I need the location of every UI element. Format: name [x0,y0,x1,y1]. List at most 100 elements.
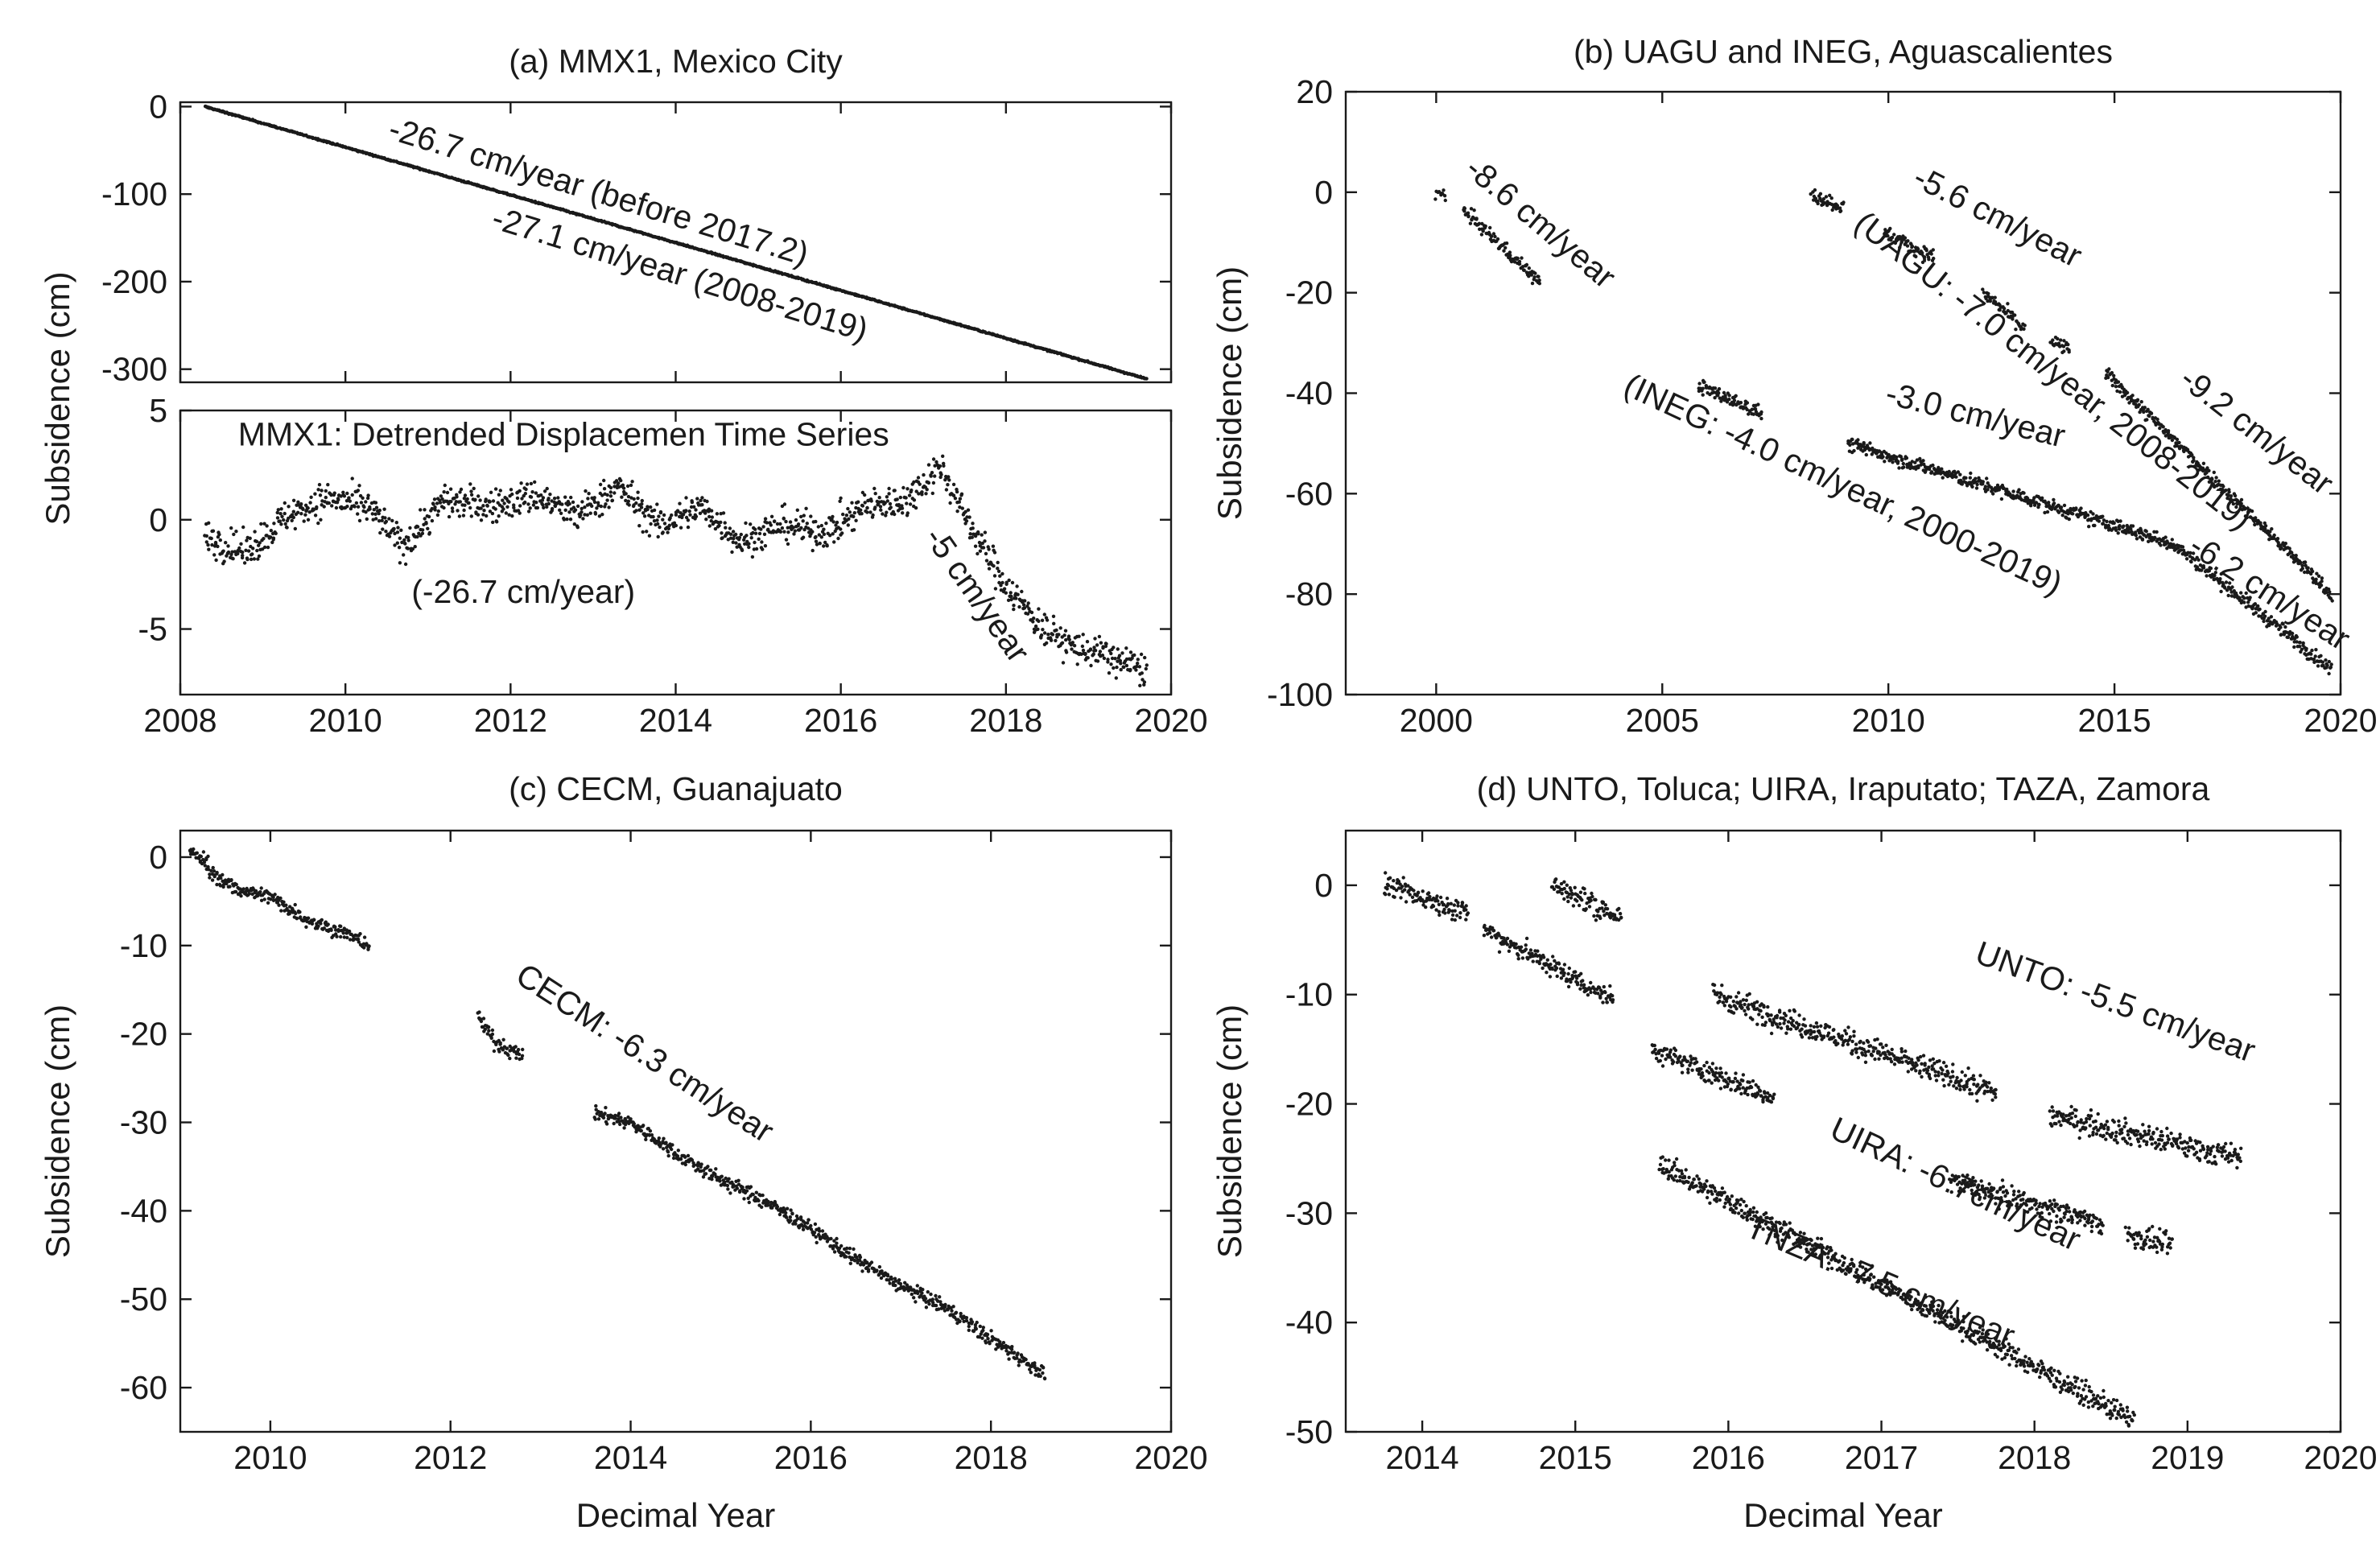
data-point [1974,486,1979,490]
data-point [1838,206,1842,210]
data-point [2148,533,2152,537]
y-tick-label: -60 [1285,475,1333,512]
data-point [481,513,485,517]
data-point [617,481,621,485]
data-point [318,493,323,497]
data-point [930,491,935,496]
data-point [1981,287,1985,291]
data-point [311,918,316,922]
data-point [989,1329,993,1333]
data-point [534,491,538,495]
data-point [959,1311,963,1316]
data-point [809,1223,813,1228]
data-point [1916,465,1920,470]
data-point [971,522,975,526]
data-point [912,498,917,502]
data-point [1530,281,1535,286]
data-point [530,490,534,494]
data-point [476,513,481,517]
data-point [354,501,359,505]
data-point [2149,411,2153,415]
data-point [898,495,903,500]
data-point [442,505,446,510]
data-point [600,493,604,497]
data-point [435,501,439,505]
data-point [1481,229,1485,233]
data-point [1901,461,1905,466]
data-point [760,1205,764,1210]
data-point [462,508,466,513]
data-point [2116,380,2121,384]
data-point [1862,442,1866,446]
data-point [793,529,797,533]
data-point [753,540,757,545]
data-point [485,513,489,518]
data-point [1081,648,1086,653]
data-point [674,523,679,528]
data-point [242,561,247,565]
data-point [507,513,511,517]
data-point [2079,506,2083,510]
data-point [1046,633,1050,637]
data-point [512,505,516,509]
data-point [2188,551,2192,555]
data-point [528,506,532,510]
data-point [840,531,844,535]
data-point [596,1117,601,1121]
data-point [820,1229,825,1233]
data-point [266,901,270,905]
data-point [679,1157,683,1161]
x-tick-label: 2015 [2077,702,2151,739]
data-point [1848,443,1852,447]
data-point [573,508,578,512]
data-point [1508,254,1512,258]
data-point [838,499,842,503]
data-point [252,557,257,561]
data-point [1864,452,1868,457]
data-point [1986,481,1990,485]
data-point [728,526,732,530]
data-point [938,464,943,468]
data-point [2135,399,2139,403]
data-point [2112,373,2116,377]
data-point [1974,476,1978,480]
data-point [661,1147,666,1151]
data-point [624,492,628,496]
data-point [298,910,302,914]
data-point [2180,545,2185,549]
data-point [304,925,308,930]
data-point [1050,633,1055,637]
data-point [535,505,540,510]
data-point [627,503,631,507]
data-point [593,512,598,516]
data-point [1040,618,1045,622]
data-point [1922,462,1926,467]
data-point [539,493,543,497]
plot-frame-c [179,829,1173,1433]
data-point [278,519,282,523]
data-point [1012,604,1016,608]
data-point [534,501,538,505]
data-point [946,483,950,487]
data-point [964,519,969,523]
data-point [2087,525,2091,529]
data-point [978,549,983,553]
data-point [634,509,638,513]
data-point [259,886,263,890]
data-point [485,504,489,508]
data-point [1717,387,1722,391]
data-point [625,484,630,489]
data-point [687,509,691,513]
x-tick-label: 2012 [414,1439,487,1476]
data-point [1132,653,1136,658]
data-point [259,522,263,526]
data-point [1520,256,1524,260]
data-point [255,548,259,553]
data-point [1099,641,1103,645]
data-point [1830,208,1834,212]
data-point [707,514,712,519]
data-point [531,503,536,507]
data-point [455,493,459,497]
data-point [1899,240,1904,244]
data-point [465,497,469,501]
